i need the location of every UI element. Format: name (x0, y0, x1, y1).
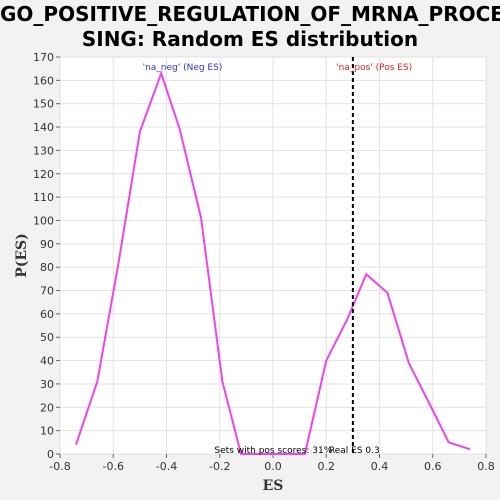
y-tick-label: 120 (33, 168, 54, 181)
x-tick-label: -0.8 (49, 460, 70, 473)
y-tick-label: 50 (40, 331, 54, 344)
y-tick-label: 160 (33, 74, 54, 87)
x-axis-label: ES (263, 478, 284, 494)
es-distribution-line (75, 70, 471, 455)
y-tick-label: 130 (33, 144, 54, 157)
y-tick-label: 110 (33, 191, 54, 204)
x-axis-ticks: -0.8 -0.6 -0.4 -0.2 0.0 0.2 0.4 0.6 0.8 (49, 454, 495, 473)
y-tick-label: 30 (40, 378, 54, 391)
y-tick-label: 0 (47, 448, 54, 461)
y-tick-label: 70 (40, 285, 54, 298)
x-tick-label: 0.4 (371, 460, 389, 473)
y-tick-label: 100 (33, 214, 54, 227)
x-tick-label: 0.0 (264, 460, 282, 473)
y-tick-label: 20 (40, 401, 54, 414)
x-tick-label: 0.6 (424, 460, 442, 473)
y-tick-label: 90 (40, 238, 54, 251)
x-tick-label: 0.2 (318, 460, 336, 473)
y-axis-label: P(ES) (14, 233, 30, 278)
x-tick-label: -0.2 (209, 460, 230, 473)
pos-es-label: 'na_pos' (Pos ES) (336, 63, 412, 73)
x-tick-label: -0.4 (156, 460, 177, 473)
y-tick-label: 80 (40, 261, 54, 274)
y-tick-label: 140 (33, 121, 54, 134)
y-tick-label: 60 (40, 308, 54, 321)
grid-lines (59, 56, 487, 455)
neg-es-label: 'na_neg' (Neg ES) (143, 63, 223, 73)
chart-title-line-2: SING: Random ES distribution (81, 27, 419, 51)
y-tick-label: 150 (33, 98, 54, 111)
y-tick-label: 170 (33, 51, 54, 64)
y-axis-ticks: 0 10 20 30 40 50 60 70 80 90 100 110 120 130 140 150 160… (33, 51, 60, 461)
real-es-label: Real ES 0.3 (329, 446, 380, 456)
y-tick-label: 10 (40, 425, 54, 438)
y-tick-label: 40 (40, 355, 54, 368)
chart-title-line-1: GO_POSITIVE_REGULATION_OF_MRNA_PROCES (0, 2, 500, 26)
pos-scores-label: Sets with pos scores: 31% (214, 446, 332, 456)
x-tick-label: 0.8 (477, 460, 495, 473)
x-tick-label: -0.6 (103, 460, 124, 473)
